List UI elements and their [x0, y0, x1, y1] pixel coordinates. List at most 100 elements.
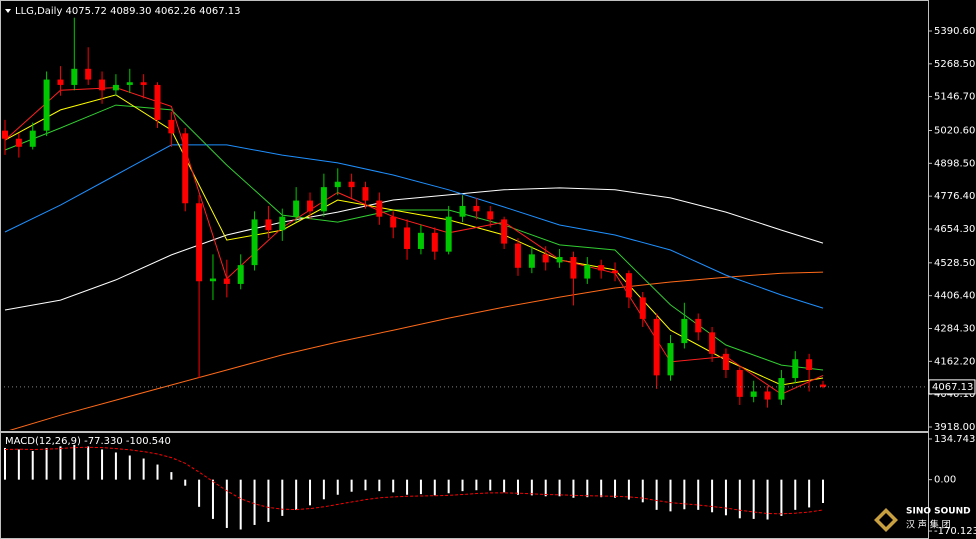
macd-bar — [392, 479, 395, 493]
macd-bar — [101, 449, 104, 480]
macd-bar — [253, 479, 256, 525]
macd-bar — [336, 479, 339, 495]
chart-title: LLG,Daily 4075.72 4089.30 4062.26 4067.1… — [15, 6, 241, 17]
macd-bar — [475, 479, 478, 491]
candle-body — [736, 369, 743, 397]
macd-bar — [461, 479, 464, 492]
y-tick-label: 5390.60 — [934, 26, 975, 37]
candle-body — [514, 243, 521, 268]
macd-bar — [586, 479, 589, 498]
macd-bar — [489, 479, 492, 491]
candle-body — [653, 318, 660, 376]
macd-bar — [808, 479, 811, 508]
candle-body — [639, 297, 646, 319]
y-tick-label: 4284.30 — [934, 323, 975, 334]
candle-body — [237, 265, 244, 284]
y-tick-label: 4528.50 — [934, 258, 975, 269]
last-price-box — [928, 379, 976, 395]
logo-icon-inner — [879, 513, 893, 527]
macd-bar — [239, 479, 242, 530]
macd-bar — [724, 479, 727, 516]
macd-bar — [211, 479, 214, 519]
macd-bar — [683, 479, 686, 510]
macd-bar — [59, 446, 62, 480]
macd-bar — [780, 479, 783, 516]
y-tick-label: 4776.40 — [934, 191, 975, 202]
candle-body — [140, 82, 147, 85]
candle-body — [85, 68, 92, 80]
y-tick-label: 4654.30 — [934, 224, 975, 235]
candle-body — [265, 219, 272, 231]
y-tick-label: 4898.50 — [934, 158, 975, 169]
macd-bar — [31, 450, 34, 480]
y-tick-label: 134.743 — [934, 434, 975, 445]
candle-body — [695, 318, 702, 333]
candle-body — [487, 211, 494, 220]
moving-average-line — [4, 187, 824, 311]
macd-bar — [4, 447, 6, 480]
macd-plot — [4, 444, 824, 530]
candle-body — [154, 84, 161, 120]
macd-bar — [766, 479, 769, 520]
candle-body — [279, 216, 286, 231]
macd-bar — [114, 452, 117, 480]
macd-bar — [378, 479, 381, 492]
logo-subtitle: 汉 声 集 团 — [906, 519, 951, 531]
macd-bar — [697, 479, 700, 510]
macd-bar — [198, 479, 201, 507]
macd-bar — [655, 479, 658, 510]
macd-bar — [322, 479, 325, 500]
candle-body — [307, 200, 314, 212]
macd-bar — [17, 449, 20, 480]
macd-bar — [530, 479, 533, 496]
macd-bar — [641, 479, 644, 503]
macd-bar — [738, 479, 741, 519]
macd-bar — [447, 479, 450, 494]
macd-bar — [627, 479, 630, 500]
macd-bar — [170, 472, 173, 480]
macd-bar — [822, 479, 824, 504]
candle-body — [667, 343, 674, 376]
logo-name: SINO SOUND — [906, 507, 971, 517]
candle-body — [473, 205, 480, 212]
last-price-label: 4067.13 — [932, 382, 973, 393]
macd-bar — [281, 479, 284, 516]
macd-bar — [544, 479, 547, 497]
macd-bar — [669, 479, 672, 512]
macd-bar — [184, 479, 187, 486]
macd-bar — [350, 479, 353, 492]
candle-body — [112, 84, 119, 91]
moving-average-line — [4, 94, 824, 386]
macd-bar — [295, 479, 298, 510]
y-tick-label: 0.00 — [934, 475, 956, 486]
candle-body — [126, 82, 133, 85]
moving-average-line — [4, 144, 824, 309]
macd-bar — [87, 446, 90, 480]
candle-body — [570, 257, 577, 279]
y-tick-label: 5146.70 — [934, 92, 975, 103]
macd-bar — [364, 479, 367, 491]
y-tick-label: 3918.00 — [934, 422, 975, 433]
candle-body — [15, 138, 22, 147]
candle-body — [598, 265, 605, 271]
y-tick-label: 5268.50 — [934, 59, 975, 70]
macd-bar — [794, 479, 797, 510]
candle-body — [612, 270, 619, 274]
logo: SINO SOUND 汉 声 集 团 — [874, 507, 971, 532]
y-tick-label: 5020.60 — [934, 125, 975, 136]
candle-body — [722, 353, 729, 370]
candle-body — [43, 79, 50, 131]
macd-bar — [419, 479, 422, 495]
candle-body — [320, 187, 327, 212]
macd-bar — [73, 444, 76, 480]
candle-body — [223, 278, 230, 284]
candle-body — [528, 254, 535, 268]
macd-bar — [752, 479, 755, 519]
candle-body — [556, 257, 563, 263]
macd-bar — [406, 479, 409, 495]
candle-body — [750, 391, 757, 397]
macd-bar — [433, 479, 436, 496]
candle-body — [99, 79, 106, 91]
candle-body — [820, 384, 826, 387]
